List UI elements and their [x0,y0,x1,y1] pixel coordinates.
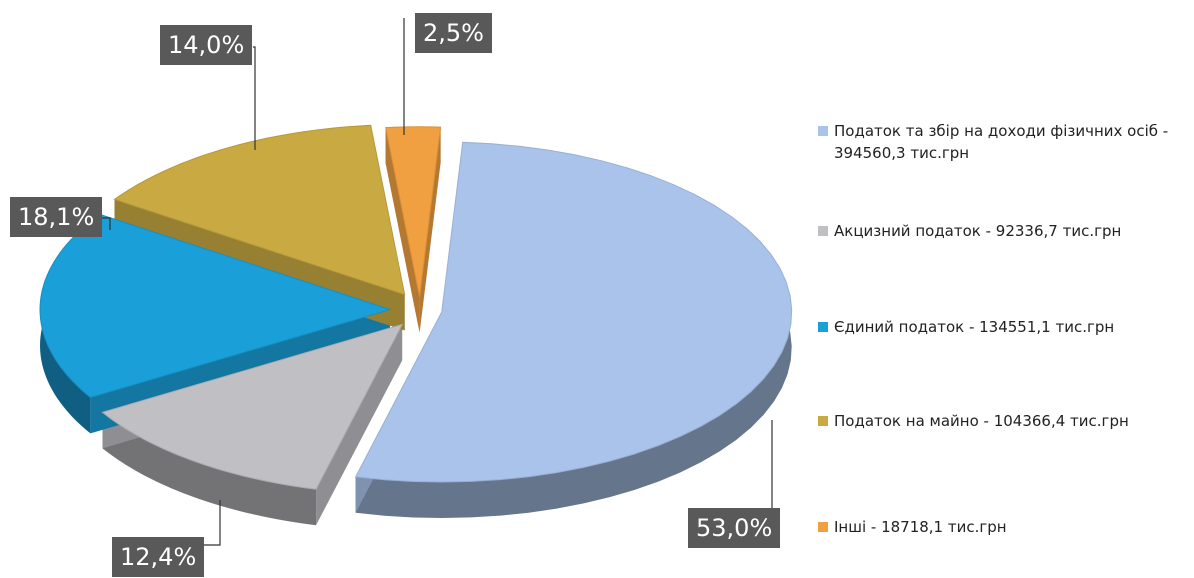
slice-wall [316,324,403,526]
legend-item: Єдиний податок - 134551,1 тис.грн [818,316,1194,338]
data-label: 18,1% [10,197,103,237]
legend-label: Податок та збір на доходи фізичних осіб … [834,122,1169,162]
slice [113,124,406,296]
data-label: 14,0% [160,25,253,65]
legend-item: Акцизний податок - 92336,7 тис.грн [818,220,1194,242]
leader-line [253,46,256,150]
data-label: 12,4% [112,537,205,577]
legend-swatch [818,322,828,332]
slice-wall [419,127,441,333]
legend-label: Єдиний податок - 134551,1 тис.грн [834,318,1115,336]
legend-label: Акцизний податок - 92336,7 тис.грн [834,222,1122,240]
slice-wall [385,127,420,333]
legend-label: Інші - 18718,1 тис.грн [834,518,1007,536]
legend-swatch [818,126,828,136]
legend-label: Податок на майно - 104366,4 тис.грн [834,412,1129,430]
legend-swatch [818,522,828,532]
legend-item: Інші - 18718,1 тис.грн [818,516,1194,538]
data-label: 53,0% [688,508,781,548]
legend-swatch [818,226,828,236]
legend-item: Податок та збір на доходи фізичних осіб … [818,120,1194,164]
data-label: 2,5% [415,13,492,53]
slice [39,213,392,398]
legend-item: Податок на майно - 104366,4 тис.грн [818,410,1194,432]
slice-side [102,412,317,526]
legend-swatch [818,416,828,426]
slice [101,323,404,490]
slice [354,141,793,483]
slice [385,126,442,297]
